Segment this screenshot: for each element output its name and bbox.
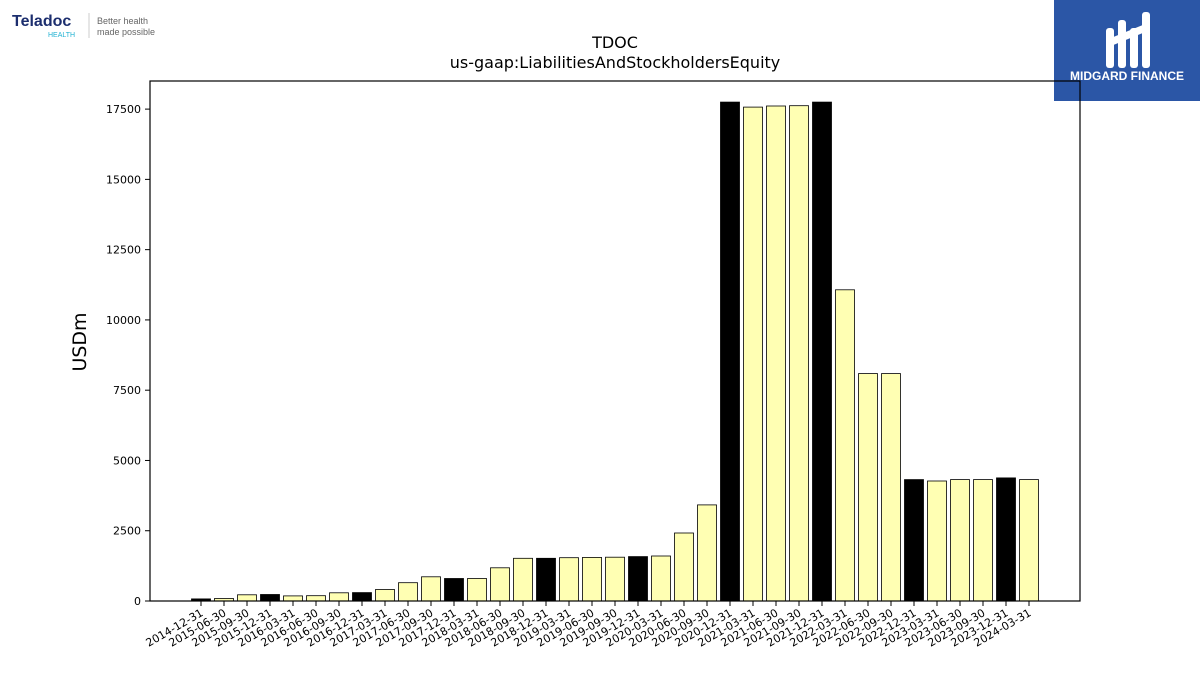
y-tick-label-7500: 7500 bbox=[113, 384, 141, 397]
teladoc-tagline-2: made possible bbox=[97, 27, 155, 37]
bar-2020-12-31 bbox=[720, 101, 740, 602]
x-axis: 2014-12-312015-06-302015-09-302015-12-31… bbox=[144, 601, 1034, 650]
bar-2023-12-31 bbox=[996, 477, 1016, 602]
y-tick-label-15000: 15000 bbox=[106, 173, 141, 186]
chart-title: TDOC bbox=[591, 33, 638, 52]
bar-2023-03-31 bbox=[927, 480, 947, 602]
y-axis-label: USDm bbox=[69, 312, 91, 371]
bar-2022-03-31 bbox=[835, 289, 855, 602]
bar-2020-06-30 bbox=[674, 532, 694, 602]
bar-2016-03-31 bbox=[283, 595, 303, 602]
bar-2019-06-30 bbox=[582, 557, 602, 602]
bar-2018-03-31 bbox=[467, 578, 487, 602]
bar-2023-09-30 bbox=[973, 479, 993, 602]
bar-2023-06-30 bbox=[950, 479, 970, 602]
bars-group bbox=[191, 101, 1039, 602]
y-tick-label-10000: 10000 bbox=[106, 314, 141, 327]
bar-2019-12-31 bbox=[628, 556, 648, 602]
y-tick-label-5000: 5000 bbox=[113, 454, 141, 467]
bar-2020-09-30 bbox=[697, 504, 717, 602]
y-tick-label-2500: 2500 bbox=[113, 525, 141, 538]
bar-2017-03-31 bbox=[375, 589, 395, 602]
teladoc-logo: Teladoc HEALTH Better health made possib… bbox=[12, 10, 182, 42]
teladoc-logo-name: Teladoc bbox=[12, 13, 71, 30]
bar-2015-09-30 bbox=[237, 594, 257, 602]
bar-2020-03-31 bbox=[651, 555, 671, 602]
bar-2018-12-31 bbox=[536, 557, 556, 602]
teladoc-tagline-1: Better health bbox=[97, 16, 148, 26]
bar-2016-09-30 bbox=[329, 592, 349, 602]
bar-2017-09-30 bbox=[421, 576, 441, 602]
bar-2021-09-30 bbox=[789, 105, 809, 602]
bar-2021-03-31 bbox=[743, 106, 763, 602]
bar-2022-09-30 bbox=[881, 373, 901, 602]
midgard-finance-logo: MIDGARD FINANCE bbox=[1054, 0, 1200, 101]
chart-subtitle: us-gaap:LiabilitiesAndStockholdersEquity bbox=[450, 53, 781, 72]
midgard-emblem-icon bbox=[1106, 12, 1150, 68]
y-tick-label-17500: 17500 bbox=[106, 103, 141, 116]
bar-2018-06-30 bbox=[490, 567, 510, 602]
bar-2021-12-31 bbox=[812, 101, 832, 602]
bar-2021-06-30 bbox=[766, 105, 786, 602]
bar-2016-12-31 bbox=[352, 592, 372, 602]
bar-2022-12-31 bbox=[904, 479, 924, 602]
bar-2022-06-30 bbox=[858, 373, 878, 602]
bar-2018-09-30 bbox=[513, 557, 533, 602]
bar-2019-09-30 bbox=[605, 556, 625, 602]
bar-2015-12-31 bbox=[260, 594, 280, 602]
bar-2016-06-30 bbox=[306, 595, 326, 602]
midgard-logo-text: MIDGARD FINANCE bbox=[1070, 69, 1184, 83]
bar-2024-03-31 bbox=[1019, 479, 1039, 602]
y-tick-label-0: 0 bbox=[134, 595, 141, 608]
bar-2017-12-31 bbox=[444, 578, 464, 602]
y-tick-label-12500: 12500 bbox=[106, 244, 141, 257]
y-axis: 0 2500 5000 7500 10000 12500 15000 17500 bbox=[106, 103, 150, 608]
bar-2017-06-30 bbox=[398, 582, 418, 602]
teladoc-logo-sub: HEALTH bbox=[48, 32, 75, 39]
bar-2019-03-31 bbox=[559, 557, 579, 602]
